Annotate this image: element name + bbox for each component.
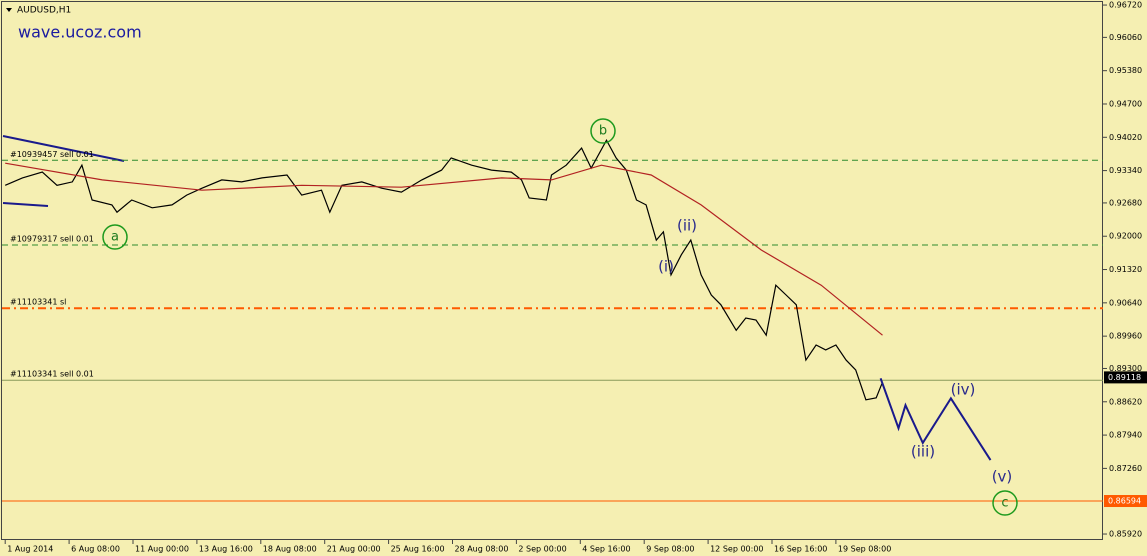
y-tick-label: 0.92000	[1109, 232, 1142, 241]
level-label: #10979317 sell 0.01	[10, 235, 94, 244]
watermark: wave.ucoz.com	[18, 23, 142, 42]
y-tick-label: 0.90640	[1109, 298, 1142, 307]
price-line	[879, 377, 992, 461]
plot-frame	[1, 1, 1103, 540]
wave-label: b	[599, 124, 607, 139]
x-tick-label: 13 Aug 16:00	[199, 545, 253, 554]
wave-circle	[102, 224, 128, 250]
level-label: #11103341 sl	[10, 298, 66, 307]
y-tick-label: 0.94700	[1109, 99, 1142, 108]
x-tick-label: 21 Aug 00:00	[327, 545, 381, 554]
y-tick-label: 0.92680	[1109, 198, 1142, 207]
x-tick-label: 18 Aug 08:00	[263, 545, 317, 554]
x-tick-label: 2 Sep 00:00	[518, 545, 566, 554]
y-tick-label: 0.94020	[1109, 133, 1142, 142]
wave-label: a	[111, 230, 119, 245]
menu-arrow	[6, 8, 12, 12]
y-tick-label: 0.88620	[1109, 397, 1142, 406]
wave-label: (iii)	[911, 443, 935, 461]
x-tick-label: 4 Sep 16:00	[582, 545, 630, 554]
y-tick-label: 0.91320	[1109, 265, 1142, 274]
trend-line	[2, 202, 49, 207]
y-tick-label: 0.87940	[1109, 431, 1142, 440]
y-tick-label: 0.96720	[1109, 1, 1142, 10]
level-label: #10939457 sell 0.01	[10, 150, 94, 159]
symbol-title: AUDUSD,H1	[17, 6, 71, 16]
x-tick-label: 1 Aug 2014	[7, 545, 53, 554]
wave-circle	[590, 118, 616, 144]
y-tick-label: 0.89300	[1109, 364, 1142, 373]
x-tick-label: 9 Sep 08:00	[646, 545, 694, 554]
y-tick-label: 0.95380	[1109, 66, 1142, 75]
price-line	[5, 162, 883, 336]
wave-label: (ii)	[677, 217, 697, 235]
y-tick-label: 0.96060	[1109, 33, 1142, 42]
wave-label: c	[1001, 496, 1008, 511]
trend-line	[2, 135, 125, 162]
y-tick-label: 0.93340	[1109, 166, 1142, 175]
wave-label: (iv)	[951, 381, 976, 399]
x-tick-label: 25 Aug 16:00	[391, 545, 445, 554]
price-label: 0.86594	[1108, 497, 1141, 506]
y-tick-label: 0.85920	[1109, 530, 1142, 539]
wave-circle	[992, 490, 1018, 516]
price-line	[4, 138, 884, 401]
y-tick-label: 0.87260	[1109, 464, 1142, 473]
y-tick-label: 0.89960	[1109, 332, 1142, 341]
x-tick-label: 11 Aug 00:00	[135, 545, 189, 554]
price-label: 0.89118	[1108, 373, 1141, 382]
price-label-box	[1104, 371, 1147, 384]
x-tick-label: 6 Aug 08:00	[71, 545, 120, 554]
level-label: #11103341 sell 0.01	[10, 370, 94, 379]
wave-label: (i)	[658, 258, 674, 276]
price-label-box	[1104, 495, 1147, 508]
x-tick-label: 19 Sep 08:00	[838, 545, 891, 554]
x-tick-label: 28 Aug 08:00	[454, 545, 508, 554]
x-tick-label: 12 Sep 00:00	[710, 545, 763, 554]
x-tick-label: 16 Sep 16:00	[774, 545, 827, 554]
wave-label: (v)	[992, 468, 1013, 486]
